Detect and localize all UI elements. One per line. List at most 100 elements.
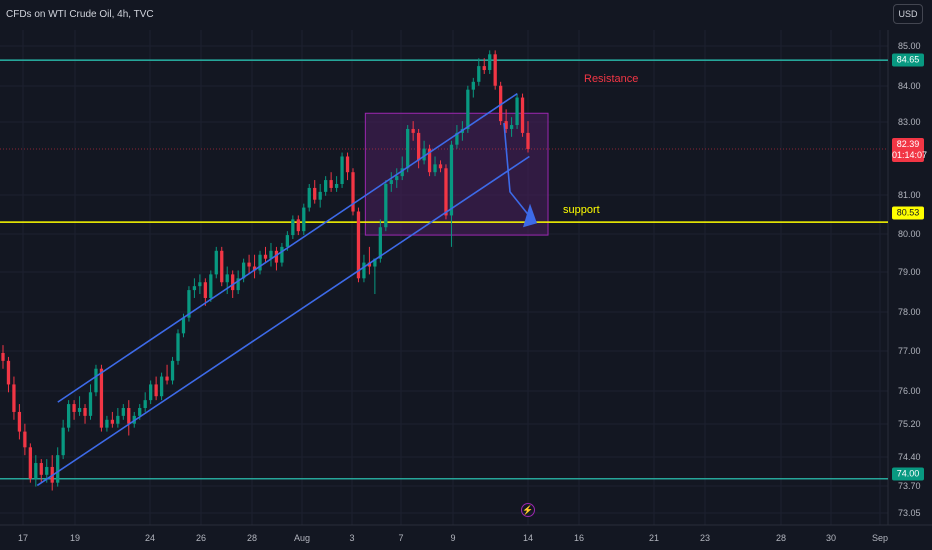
x-tick-label: 24 — [144, 533, 156, 543]
candle-body — [324, 180, 328, 192]
candle-body — [351, 172, 355, 212]
candle — [121, 404, 125, 420]
candle — [56, 447, 60, 487]
candle-body — [88, 392, 93, 416]
candle-body — [280, 246, 284, 263]
candle — [329, 172, 333, 192]
candle-body — [400, 168, 404, 177]
candle — [236, 270, 240, 295]
candle-body — [313, 187, 317, 200]
x-tick-label: 19 — [69, 533, 81, 543]
candle-body — [23, 431, 27, 448]
candle-body — [526, 132, 530, 150]
candle — [509, 117, 514, 137]
candle-body — [181, 317, 186, 334]
candle-body — [269, 250, 273, 259]
candle — [493, 50, 497, 90]
projection-arrow-path — [503, 123, 533, 220]
candle-body — [110, 419, 115, 424]
lightning-icon[interactable]: ⚡ — [521, 503, 535, 517]
candle-body — [318, 191, 322, 200]
candle — [225, 266, 229, 295]
candle — [61, 419, 65, 460]
candle — [170, 356, 175, 385]
candle-body — [438, 164, 443, 169]
candle-body — [105, 419, 109, 428]
candle — [110, 411, 115, 428]
x-tick-label: 30 — [825, 533, 837, 543]
chart-grid — [0, 30, 888, 525]
candle — [427, 144, 432, 177]
candle-body — [340, 156, 344, 184]
candle — [455, 125, 459, 149]
candle — [400, 156, 404, 181]
candle-body — [291, 219, 295, 236]
candle-body — [449, 144, 454, 216]
candle-body — [455, 132, 459, 145]
candle-body — [515, 97, 519, 126]
x-tick-label: 23 — [699, 533, 711, 543]
candle-body — [422, 148, 426, 161]
candle-body — [39, 463, 43, 475]
candle — [499, 81, 503, 126]
candle — [313, 180, 317, 204]
candle — [94, 364, 98, 397]
candle-body — [121, 408, 125, 416]
candle-body — [334, 183, 339, 188]
candle — [274, 246, 279, 271]
candle — [241, 258, 246, 283]
candle-body — [367, 262, 372, 267]
candle-body — [66, 404, 71, 428]
candle-body — [241, 262, 246, 279]
candle — [209, 270, 213, 302]
level-tag-top: 84.65 — [892, 53, 924, 67]
candle — [449, 140, 454, 247]
candle — [411, 121, 415, 141]
candle-body — [362, 262, 366, 279]
support-level-tag: 80.53 — [892, 206, 924, 220]
candle-body — [220, 250, 224, 283]
y-tick-label: 83.00 — [898, 117, 921, 127]
candle — [263, 246, 268, 263]
candle-body — [493, 54, 497, 86]
x-tick-label: Sep — [871, 533, 889, 543]
candle — [373, 258, 377, 295]
candle — [416, 128, 421, 169]
candle — [1, 345, 5, 369]
bar-countdown: 01:14:07 — [892, 150, 928, 160]
candle-body — [159, 376, 164, 397]
candle — [302, 203, 306, 236]
candle — [176, 329, 180, 365]
candle — [362, 254, 366, 283]
candle — [444, 164, 448, 220]
support-label: support — [563, 204, 600, 216]
candle — [214, 246, 218, 279]
y-tick-label: 73.05 — [898, 508, 921, 518]
candle — [198, 274, 202, 295]
candle-body — [192, 286, 197, 291]
x-tick-label: 28 — [775, 533, 787, 543]
candle-body — [411, 128, 415, 133]
x-tick-label: Aug — [293, 533, 311, 543]
candle — [12, 376, 16, 420]
candle-body — [77, 408, 82, 412]
candle-body — [209, 274, 213, 298]
candle — [66, 400, 71, 432]
candle-body — [427, 148, 432, 173]
candle — [406, 125, 410, 173]
candle — [307, 183, 311, 212]
candle — [72, 400, 76, 420]
currency-button[interactable]: USD — [893, 4, 923, 24]
candle-body — [138, 408, 142, 416]
candle-body — [165, 376, 169, 381]
candle — [280, 242, 284, 267]
candle-body — [6, 360, 11, 385]
candle — [269, 242, 273, 267]
candle — [165, 364, 169, 385]
candle — [6, 356, 11, 393]
candle — [154, 376, 158, 401]
x-tick-label: 16 — [573, 533, 585, 543]
candle-body — [258, 254, 262, 271]
candle-body — [471, 81, 475, 90]
